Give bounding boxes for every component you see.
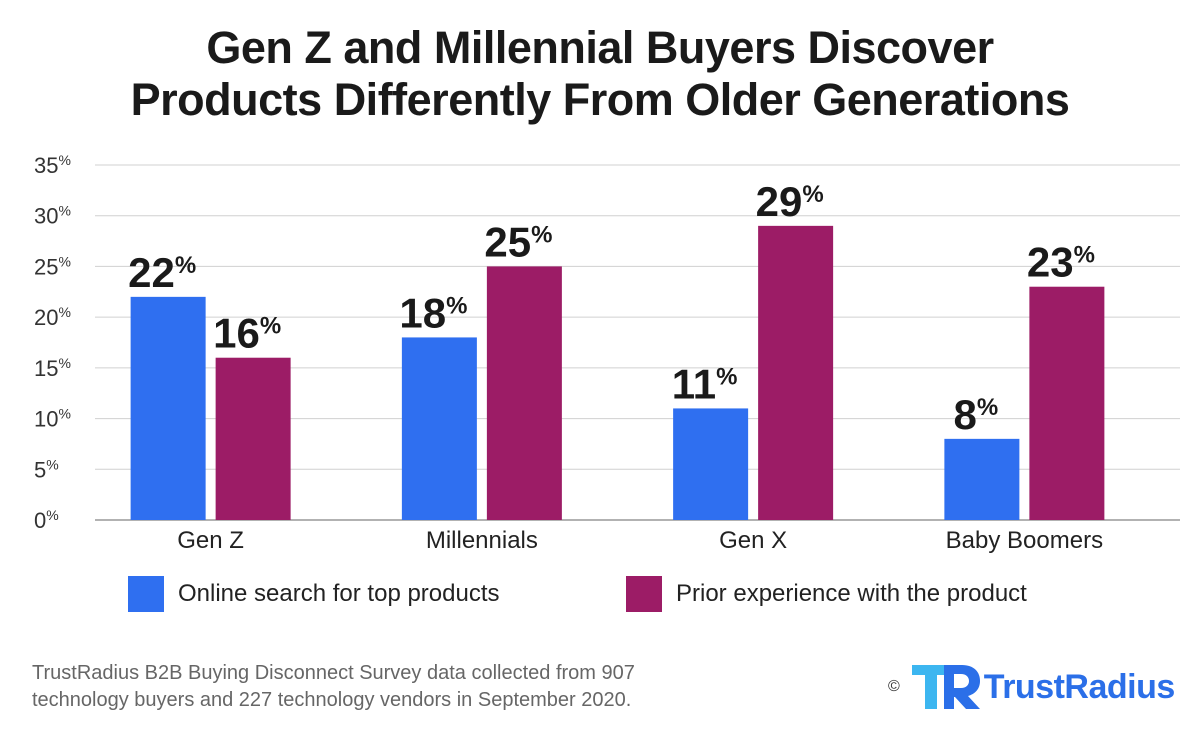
- bar-prior-experience: [758, 225, 834, 520]
- x-tick-label: Millennials: [426, 527, 538, 554]
- y-tick-label: 25%: [34, 253, 71, 279]
- y-tick-label: 30%: [34, 203, 71, 229]
- y-tick-label: 15%: [34, 355, 71, 381]
- data-label: 23%: [1027, 239, 1095, 286]
- data-label: 11%: [672, 360, 738, 407]
- chart-title: Gen Z and Millennial Buyers Discover Pro…: [0, 22, 1200, 126]
- data-label: 25%: [484, 218, 552, 265]
- chart-title-line-2: Products Differently From Older Generati…: [130, 74, 1070, 125]
- footnote-line-2: technology buyers and 227 technology ven…: [32, 689, 632, 711]
- x-tick-label: Gen X: [719, 527, 787, 554]
- data-label: 29%: [756, 178, 824, 225]
- x-tick-label: Gen Z: [177, 527, 244, 554]
- brand-name: TrustRadius: [983, 667, 1175, 706]
- bar-online-search: [944, 438, 1020, 520]
- data-label: 16%: [213, 310, 281, 357]
- y-tick-label: 20%: [34, 304, 71, 330]
- chart-title-line-1: Gen Z and Millennial Buyers Discover: [206, 22, 994, 73]
- copyright-symbol: ©: [888, 678, 900, 695]
- legend-label-online-search: Online search for top products: [178, 580, 500, 607]
- data-label: 22%: [128, 249, 196, 296]
- brand-block: © TrustRadius: [888, 660, 1175, 714]
- bar-prior-experience: [486, 266, 562, 520]
- data-label: 18%: [399, 289, 467, 336]
- y-tick-label: 10%: [34, 406, 71, 432]
- data-label: 8%: [954, 391, 999, 438]
- legend-item-prior-experience: Prior experience with the product: [626, 574, 1027, 614]
- bar-online-search: [130, 296, 206, 520]
- bar-chart: 0% 5% 10% 15% 20% 25% 30% 35% Gen Z 22% 16% Millenn…: [34, 152, 1180, 554]
- legend-swatch-prior-experience: [626, 576, 662, 612]
- y-tick-label: 35%: [34, 152, 71, 178]
- y-tick-label: 0%: [34, 507, 59, 533]
- y-tick-label: 5%: [34, 456, 59, 482]
- trustradius-logo-icon: [911, 665, 980, 709]
- legend-swatch-online-search: [128, 576, 164, 612]
- footnote: TrustRadius B2B Buying Disconnect Survey…: [32, 660, 635, 714]
- bar-online-search: [401, 337, 477, 520]
- bar-online-search: [673, 408, 749, 520]
- x-tick-label: Baby Boomers: [946, 527, 1103, 554]
- bar-prior-experience: [215, 357, 291, 520]
- legend-label-prior-experience: Prior experience with the product: [676, 580, 1027, 607]
- bar-prior-experience: [1029, 286, 1105, 520]
- footnote-line-1: TrustRadius B2B Buying Disconnect Survey…: [32, 662, 635, 684]
- legend-item-online-search: Online search for top products: [128, 574, 500, 614]
